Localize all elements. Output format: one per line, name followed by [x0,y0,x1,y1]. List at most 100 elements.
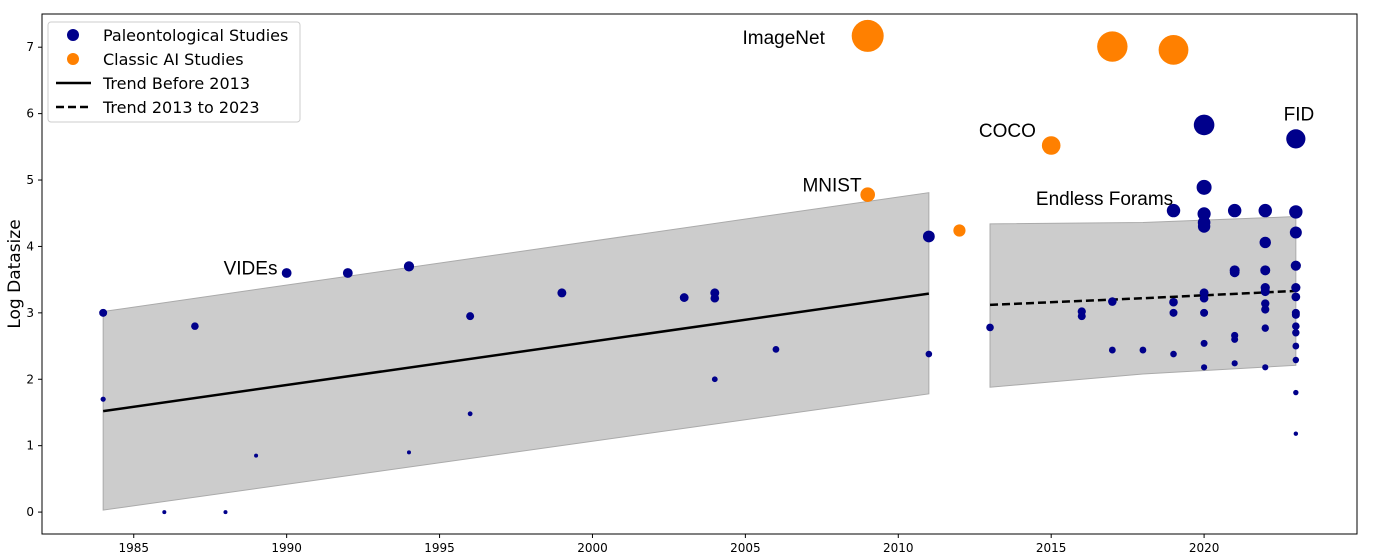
annotation-label: Endless Forams [1036,189,1173,210]
paleo-point [1200,308,1209,317]
paleo-point [1258,203,1272,218]
paleo-point [1291,283,1301,293]
x-tick-label: 1985 [118,541,149,555]
ai-point [851,19,884,52]
paleo-point [1108,346,1116,354]
annotation-label: VIDEs [224,259,278,280]
ai-point [1041,136,1061,155]
paleo-point [254,453,259,458]
paleo-point [1166,203,1181,218]
legend-label-ai: Classic AI Studies [103,50,244,69]
paleo-point [1289,226,1302,239]
paleo-point [1290,260,1301,271]
paleo-point [1169,308,1178,317]
y-tick-label: 2 [26,372,34,386]
y-tick-label: 1 [26,439,34,453]
paleo-point [1260,265,1271,276]
x-tick-label: 2000 [577,541,608,555]
y-tick-label: 6 [26,107,34,121]
ai-point [1097,31,1128,62]
paleo-point [1292,342,1300,350]
legend-marker-ai [67,53,79,65]
paleo-point [1291,292,1301,302]
paleo-point [281,268,292,278]
annotation-label: MNIST [802,176,862,197]
annotation-label: COCO [979,121,1036,142]
paleo-point [223,510,228,515]
y-tick-label: 7 [26,40,34,54]
ai-point [953,224,966,237]
paleo-point [1286,129,1306,149]
legend-marker-paleo [67,29,79,41]
paleo-point [1292,356,1300,364]
paleo-point [1292,322,1300,330]
paleo-point [711,376,718,383]
y-tick-label: 0 [26,505,34,519]
paleo-point [1231,360,1238,367]
paleo-point [1196,179,1212,195]
trend-line-2013-2023 [989,289,1296,307]
paleo-point [925,350,933,358]
paleo-point [986,323,994,332]
paleo-point [557,288,567,298]
paleo-point [1231,335,1239,343]
paleo-point [99,308,108,317]
x-tick-label: 1995 [424,541,455,555]
paleo-point [162,510,167,515]
paleo-point [1289,205,1303,219]
paleo-point [466,312,475,321]
y-tick-label: 5 [26,173,34,187]
paleo-point [1193,114,1215,136]
paleo-point [1169,297,1178,307]
paleo-point [1293,431,1299,436]
paleo-point [1200,339,1208,347]
paleo-point [1260,287,1270,297]
paleo-point [1259,236,1271,249]
x-tick-label: 2005 [730,541,761,555]
paleo-point [1227,203,1242,218]
x-tick-label: 1990 [271,541,302,555]
legend-label-trend-after: Trend 2013 to 2023 [102,98,260,117]
paleo-point [1261,324,1269,332]
paleo-point [1170,350,1177,358]
paleo-point [1291,310,1300,319]
y-axis-label: Log Datasize [5,219,25,328]
paleo-point [1261,305,1270,314]
paleo-point [403,261,415,272]
ai-point [860,187,875,202]
paleo-point [679,293,689,302]
paleo-point [1199,293,1209,303]
paleo-point [1262,364,1269,371]
legend: Paleontological Studies Classic AI Studi… [47,21,301,123]
annotation-label: ImageNet [743,28,826,49]
plot-frame [41,13,1358,535]
paleo-point [1200,364,1208,371]
confidence-band [989,216,1297,388]
trend-line-before-2013 [102,292,930,413]
paleo-point [406,450,411,455]
paleo-point [1077,312,1086,321]
paleo-point [1293,389,1299,396]
paleo-point [467,411,473,417]
legend-label-paleo: Paleontological Studies [103,26,288,45]
paleo-point [1197,220,1211,233]
y-tick-label: 4 [26,239,34,253]
paleo-point [100,396,106,402]
paleo-point [772,345,780,353]
paleo-point [922,230,935,243]
paleo-point [1229,267,1240,278]
x-tick-label: 2015 [1036,541,1067,555]
paleo-point [1108,297,1117,306]
ai-point [1158,34,1189,65]
y-tick-label: 3 [26,306,34,320]
x-tick-label: 2020 [1189,541,1220,555]
paleo-point [342,268,353,278]
paleo-point [1261,299,1270,308]
legend-label-trend-before: Trend Before 2013 [102,74,250,93]
annotation-label: FID [1284,105,1315,126]
paleo-point [710,293,720,303]
x-tick-label: 2010 [883,541,914,555]
paleo-point [191,322,199,330]
paleo-point [1292,329,1300,337]
